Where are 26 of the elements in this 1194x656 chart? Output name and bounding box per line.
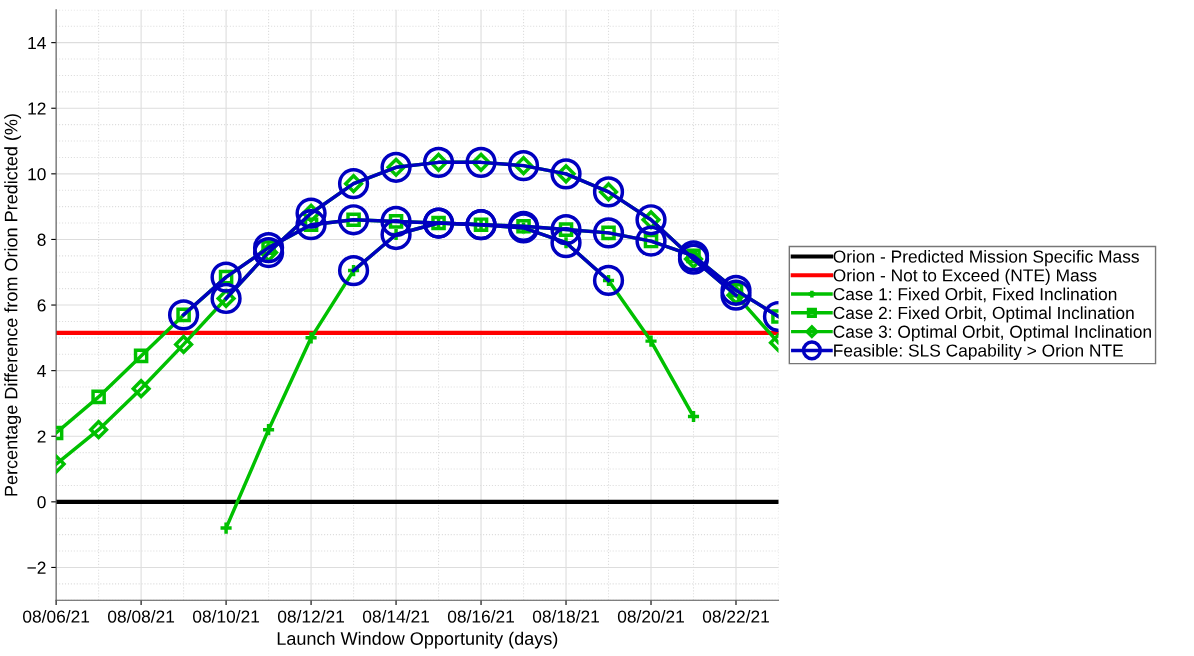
legend-label: Feasible: SLS Capability > Orion NTE: [834, 343, 1123, 361]
y-tick-label: 6: [37, 299, 46, 312]
x-tick-label: 08/12/21: [277, 609, 345, 623]
y-axis-title: Percentage Difference from Orion Predicted (%): [4, 114, 22, 496]
y-tick-label: 12: [28, 102, 46, 115]
y-tick-label: 0: [37, 496, 46, 509]
x-tick-label: 08/08/21: [107, 609, 175, 623]
y-tick-label: 8: [37, 233, 46, 246]
legend-label: Orion - Predicted Mission Specific Mass: [833, 249, 1139, 267]
y-tick-label: 2: [37, 430, 46, 443]
x-tick-label: 08/22/21: [702, 609, 769, 623]
legend-label: Case 3: Optimal Orbit, Optimal Inclination: [833, 325, 1151, 342]
y-tick-label: 14: [28, 36, 46, 49]
y-tick-label: 4: [37, 364, 46, 377]
x-tick-label: 08/06/21: [23, 609, 90, 623]
x-tick-label: 08/18/21: [532, 609, 599, 623]
legend-label: Case 2: Fixed Orbit, Optimal Inclination: [833, 306, 1134, 323]
legend-label: Orion - Not to Exceed (NTE) Mass: [833, 268, 1097, 285]
x-tick-label: 08/10/21: [192, 609, 260, 623]
y-tick-label: 10: [28, 168, 46, 181]
x-axis-title: Launch Window Opportunity (days): [277, 631, 558, 649]
y-tick-label: −2: [27, 561, 46, 574]
x-tick-label: 08/16/21: [447, 609, 514, 623]
x-tick-label: 08/20/21: [617, 609, 684, 623]
x-tick-label: 08/14/21: [362, 609, 429, 623]
legend-label: Case 1: Fixed Orbit, Fixed Inclination: [833, 287, 1117, 303]
